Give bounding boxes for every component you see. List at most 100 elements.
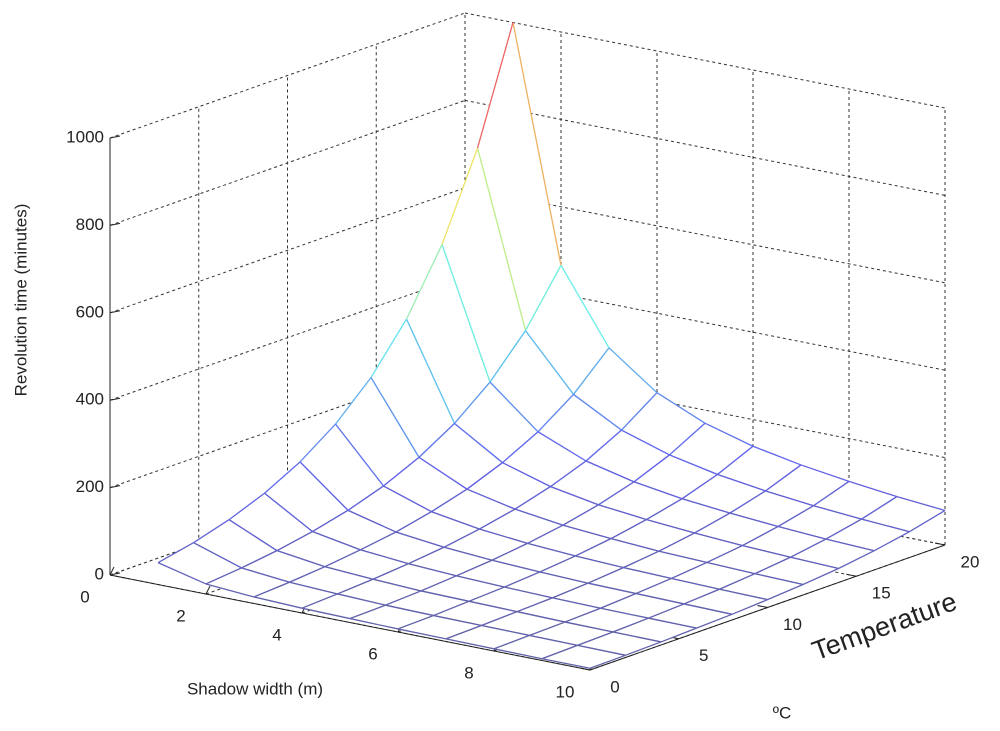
- mesh-face: [383, 457, 467, 512]
- mesh-face: [525, 265, 609, 395]
- mesh-edge: [347, 485, 384, 511]
- mesh-edge: [372, 578, 422, 592]
- x-tick: [109, 566, 115, 576]
- mesh-edge: [299, 461, 349, 511]
- mesh-edge: [456, 559, 493, 577]
- mesh-edge: [848, 480, 898, 498]
- x-tick: [205, 585, 211, 595]
- mesh-edge: [612, 631, 662, 643]
- mesh-edge: [537, 431, 587, 462]
- mesh-edge: [600, 592, 637, 609]
- mesh-edge: [349, 617, 399, 630]
- mesh-edge: [777, 525, 827, 540]
- mesh-edge: [648, 603, 685, 619]
- mesh-edge: [527, 524, 564, 544]
- mesh-edge: [397, 614, 434, 630]
- mesh-edge: [767, 583, 804, 601]
- x-tick-label: 8: [464, 663, 473, 682]
- mesh-edge: [228, 519, 278, 552]
- mesh-edge: [479, 528, 528, 545]
- mesh-edge: [504, 586, 553, 599]
- mesh-edge: [481, 611, 518, 627]
- z-tick-label: 200: [76, 477, 104, 496]
- mesh-edge: [157, 562, 207, 585]
- mesh-edge: [228, 492, 265, 521]
- mesh-edge: [418, 422, 455, 458]
- mesh-edge: [646, 498, 683, 521]
- mesh-edge: [466, 488, 516, 510]
- mesh-edge: [694, 532, 743, 547]
- mesh-edge: [349, 604, 386, 620]
- mesh-edge: [397, 628, 447, 640]
- mesh-edge: [623, 550, 660, 569]
- y-tick: [757, 605, 768, 608]
- grid-line: [109, 187, 466, 314]
- x-tick-label: 0: [80, 587, 89, 606]
- mesh-face: [490, 330, 574, 432]
- mesh-edge: [264, 461, 301, 494]
- mesh-edge: [431, 488, 468, 513]
- mesh-edge: [598, 504, 647, 521]
- mesh-edge: [633, 454, 670, 483]
- z-tick-label: 600: [76, 302, 104, 321]
- mesh-edge: [301, 607, 351, 620]
- mesh-edge: [502, 462, 551, 488]
- mesh-edge: [514, 486, 551, 510]
- mesh-edge: [360, 531, 397, 551]
- mesh-edge: [493, 634, 530, 650]
- mesh-face: [371, 319, 455, 458]
- mesh-edge: [408, 546, 445, 565]
- mesh-edge: [385, 590, 422, 606]
- y-tick-label: 5: [699, 646, 708, 665]
- mesh-edge: [669, 422, 706, 456]
- mesh-edge: [790, 538, 827, 558]
- mesh-face: [193, 519, 277, 568]
- mesh-edge: [765, 490, 814, 507]
- axis-line: [109, 574, 591, 671]
- mesh-edge: [205, 567, 242, 585]
- mesh-edge: [694, 512, 731, 534]
- mesh-edge: [585, 460, 635, 483]
- mesh-edge: [621, 392, 658, 431]
- mesh-edge: [456, 575, 505, 588]
- mesh-edge: [552, 582, 589, 599]
- mesh-face: [335, 377, 419, 487]
- mesh-face: [419, 423, 503, 490]
- mesh-edge: [729, 490, 766, 514]
- mesh-edge: [441, 147, 479, 245]
- mesh-edge: [324, 566, 374, 580]
- mesh-edge: [445, 624, 482, 640]
- mesh-edge: [635, 577, 672, 595]
- mesh-edge: [383, 485, 432, 513]
- x-tick-label: 10: [556, 682, 575, 701]
- mesh-face: [312, 510, 396, 550]
- mesh-edge: [742, 544, 791, 558]
- mesh-edge: [896, 495, 946, 512]
- mesh-edge: [572, 347, 610, 395]
- mesh-edge: [719, 588, 768, 601]
- mesh-edge: [476, 22, 514, 149]
- z-tick: [109, 397, 121, 401]
- mesh-edge: [405, 244, 443, 320]
- mesh-face: [669, 423, 753, 475]
- mesh-edge: [575, 555, 624, 569]
- mesh-edge: [909, 509, 946, 533]
- mesh-edge: [623, 567, 672, 580]
- mesh-edge: [466, 462, 503, 490]
- mesh-edge: [408, 563, 457, 577]
- x-axis-label: Shadow width (m): [187, 679, 323, 698]
- mesh-face: [477, 22, 561, 331]
- mesh-face: [348, 486, 432, 533]
- mesh-edge: [562, 504, 599, 526]
- mesh-edge: [395, 511, 432, 533]
- z-tick-label: 1000: [66, 127, 104, 146]
- mesh-edge: [431, 511, 480, 530]
- mesh-edge: [656, 392, 706, 424]
- x-tick-label: 4: [272, 625, 281, 644]
- mesh-face: [454, 382, 538, 463]
- mesh-edge: [476, 148, 527, 331]
- mesh-edge: [512, 22, 562, 266]
- mesh-edge: [324, 549, 361, 568]
- mesh-edge: [334, 377, 372, 425]
